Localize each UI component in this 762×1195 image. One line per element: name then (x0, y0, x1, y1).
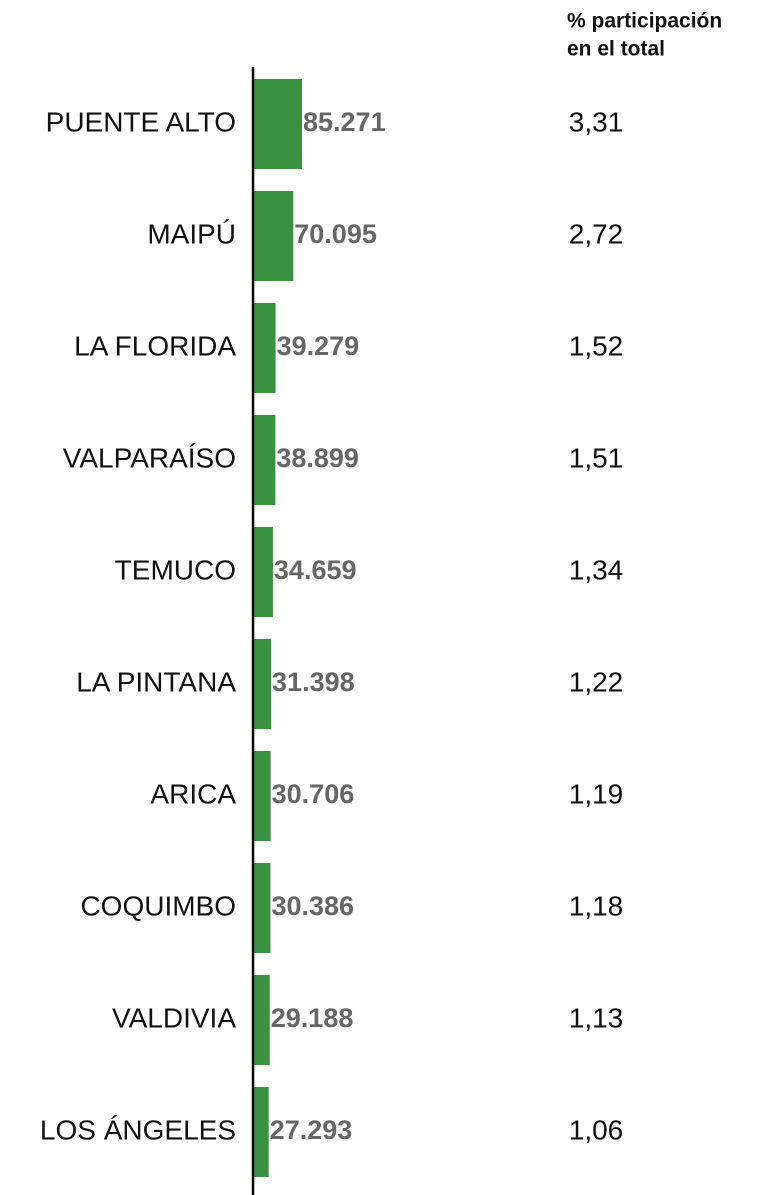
share-value: 1,34 (569, 554, 624, 585)
bar (253, 863, 271, 953)
value-label: 34.659 (274, 555, 357, 585)
value-label: 38.899 (276, 443, 359, 473)
value-label: 31.398 (272, 667, 355, 697)
bar (253, 415, 276, 505)
share-value: 1,18 (569, 890, 624, 921)
bar (253, 751, 271, 841)
bar (253, 527, 273, 617)
category-label: VALDIVIA (112, 1002, 236, 1033)
share-value: 1,13 (569, 1002, 624, 1033)
bar (253, 303, 276, 393)
share-value: 1,06 (569, 1114, 624, 1145)
value-label: 29.188 (271, 1003, 354, 1033)
category-label: LA PINTANA (76, 666, 236, 697)
value-label: 70.095 (294, 219, 377, 249)
category-label: VALPARAÍSO (63, 442, 236, 473)
bar (253, 79, 302, 169)
bar (253, 191, 294, 281)
value-label: 85.271 (303, 107, 386, 137)
category-label: ARICA (150, 778, 236, 809)
category-label: MAIPÚ (147, 218, 236, 249)
share-value: 3,31 (569, 106, 624, 137)
bar (253, 639, 272, 729)
value-label: 39.279 (277, 331, 360, 361)
share-header: % participación (567, 10, 722, 33)
share-value: 1,52 (569, 330, 624, 361)
category-label: COQUIMBO (80, 890, 236, 921)
share-value: 1,22 (569, 666, 624, 697)
category-label: LOS ÁNGELES (40, 1114, 236, 1145)
value-label: 30.706 (272, 779, 355, 809)
category-label: LA FLORIDA (74, 330, 236, 361)
bar (253, 975, 270, 1065)
share-value: 1,51 (569, 442, 624, 473)
category-label: TEMUCO (115, 554, 236, 585)
value-label: 27.293 (270, 1115, 353, 1145)
share-value: 1,19 (569, 778, 624, 809)
share-value: 2,72 (569, 218, 624, 249)
category-label: PUENTE ALTO (46, 106, 236, 137)
value-label: 30.386 (271, 891, 354, 921)
bar (253, 1087, 269, 1177)
share-header: en el total (567, 38, 665, 61)
